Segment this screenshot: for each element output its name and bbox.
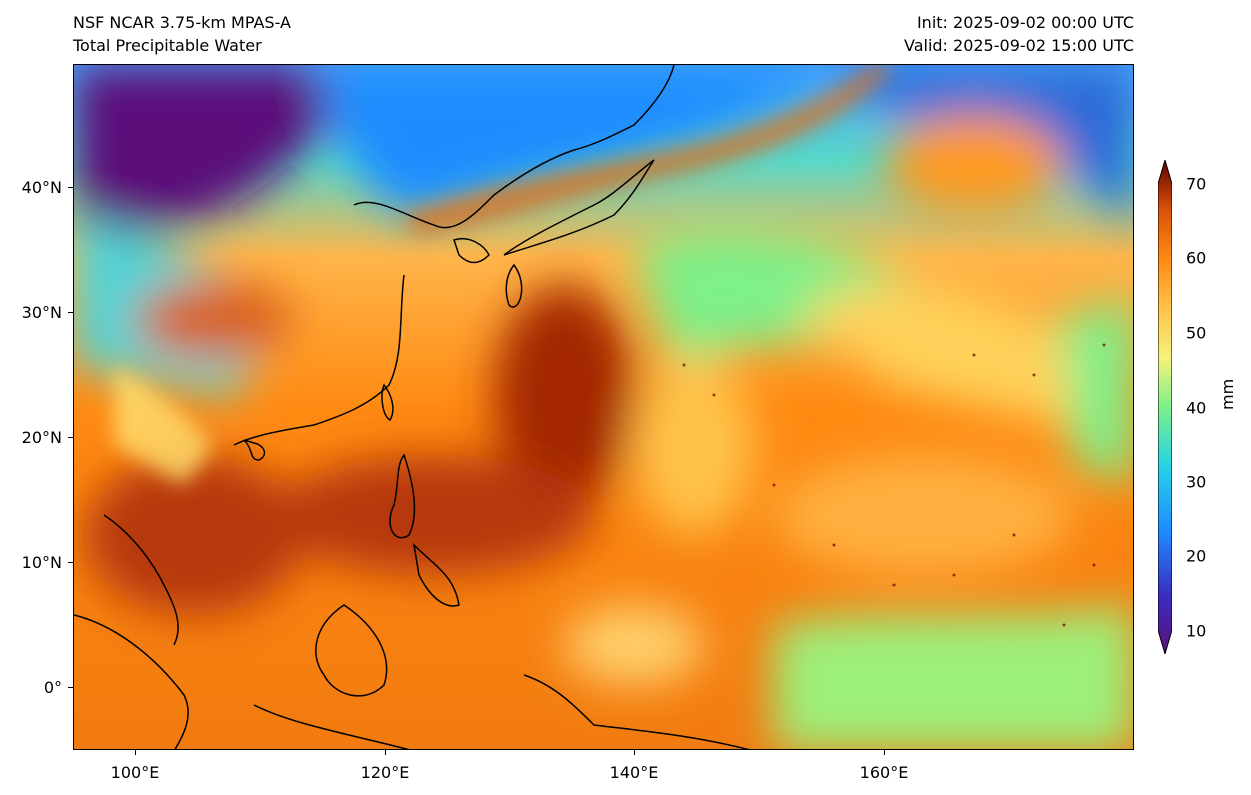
- lat-label: 0°: [43, 678, 62, 697]
- lat-tick-mark: [68, 187, 73, 188]
- lat-tick-mark: [68, 312, 73, 313]
- colorbar-tick: 50: [1186, 323, 1207, 343]
- pw-speckles: [682, 343, 1106, 627]
- lon-label: 120°E: [360, 763, 410, 782]
- field-title: Total Precipitable Water: [73, 36, 262, 55]
- lon-label: 160°E: [859, 763, 909, 782]
- colorbar-tick: 40: [1186, 398, 1207, 418]
- lat-label: 20°N: [21, 428, 62, 447]
- colorbar-tick: 60: [1186, 248, 1207, 268]
- init-time: Init: 2025-09-02 00:00 UTC: [916, 13, 1134, 32]
- coastlines: [74, 65, 750, 749]
- lon-tick-mark: [634, 750, 635, 755]
- colorbar-tick: 20: [1186, 546, 1207, 566]
- colorbar-tick: 10: [1186, 621, 1207, 641]
- lat-tick-mark: [68, 562, 73, 563]
- lat-label: 10°N: [21, 553, 62, 572]
- lon-tick-mark: [135, 750, 136, 755]
- colorbar-tick: 70: [1186, 174, 1207, 194]
- lon-label: 140°E: [609, 763, 659, 782]
- colorbar-unit: mm: [1218, 378, 1237, 410]
- model-title: NSF NCAR 3.75-km MPAS-A: [73, 13, 291, 32]
- lat-label: 40°N: [21, 178, 62, 197]
- lon-label: 100°E: [110, 763, 160, 782]
- lat-tick-mark: [68, 437, 73, 438]
- valid-time: Valid: 2025-09-02 15:00 UTC: [903, 36, 1134, 55]
- colorbar-tick: 30: [1186, 472, 1207, 492]
- colorbar: [1158, 160, 1172, 654]
- lat-label: 30°N: [21, 303, 62, 322]
- lon-tick-mark: [884, 750, 885, 755]
- precipitable-water-map: [73, 64, 1134, 750]
- map-field: [74, 65, 1133, 749]
- lon-tick-mark: [385, 750, 386, 755]
- lat-tick-mark: [68, 687, 73, 688]
